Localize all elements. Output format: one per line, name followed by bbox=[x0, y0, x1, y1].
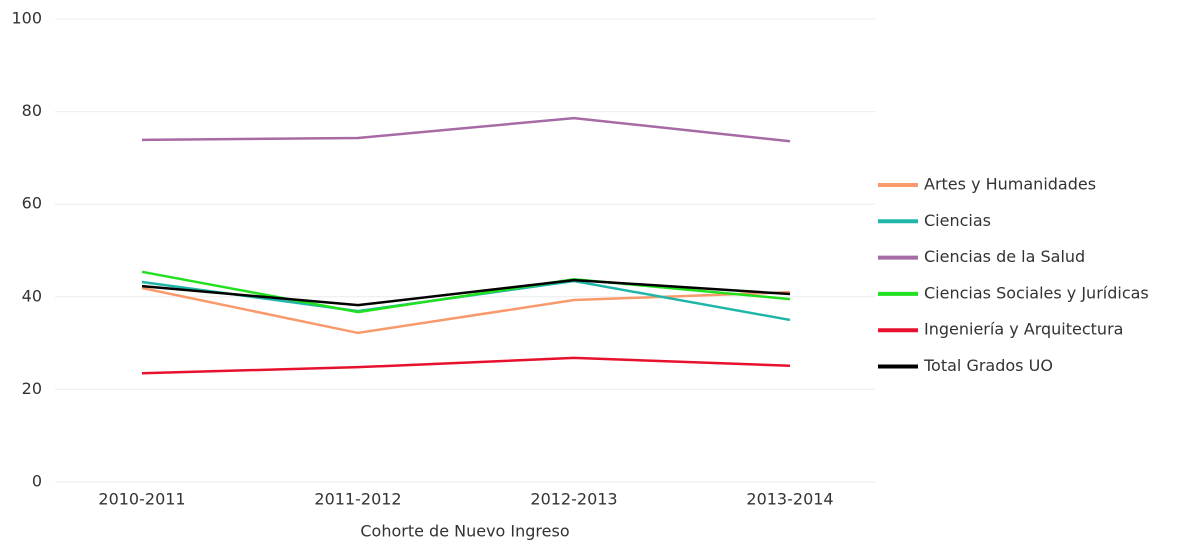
y-tick-label: 100 bbox=[11, 9, 42, 28]
legend-label: Ingeniería y Arquitectura bbox=[924, 320, 1123, 339]
series-line bbox=[141, 356, 791, 375]
x-tick-label: 2011-2012 bbox=[314, 490, 401, 509]
x-axis-label: Cohorte de Nuevo Ingreso bbox=[360, 522, 569, 541]
y-tick-label: 40 bbox=[22, 286, 42, 305]
legend-label: Ciencias de la Salud bbox=[924, 247, 1085, 266]
y-tick-label: 60 bbox=[22, 194, 42, 213]
y-tick-label: 20 bbox=[22, 379, 42, 398]
legend-label: Ciencias bbox=[924, 211, 991, 230]
x-tick-label: 2013-2014 bbox=[746, 490, 833, 509]
y-tick-label: 0 bbox=[32, 472, 42, 491]
legend-label: Artes y Humanidades bbox=[924, 175, 1096, 194]
y-tick-label: 80 bbox=[22, 101, 42, 120]
x-tick-label: 2010-2011 bbox=[98, 490, 185, 509]
series-line bbox=[141, 286, 791, 335]
legend-label: Ciencias Sociales y Jurídicas bbox=[924, 283, 1149, 302]
series-line bbox=[141, 270, 791, 314]
series-line bbox=[141, 278, 791, 307]
legend-label: Total Grados UO bbox=[923, 356, 1053, 375]
series-line bbox=[141, 116, 791, 143]
x-tick-label: 2012-2013 bbox=[530, 490, 617, 509]
